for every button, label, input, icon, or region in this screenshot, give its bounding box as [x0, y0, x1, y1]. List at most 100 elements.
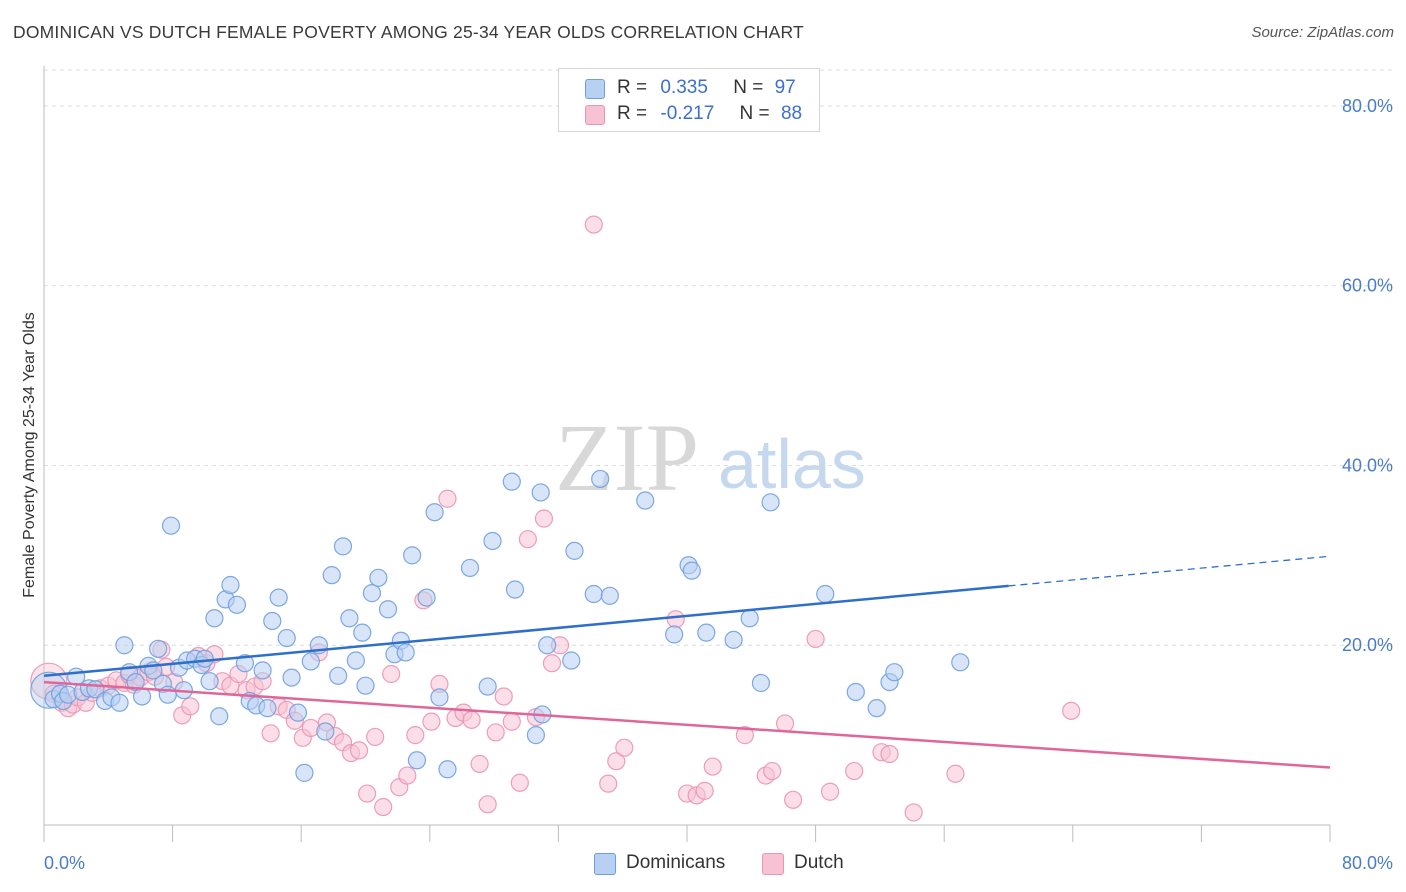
dutch-point	[510, 773, 529, 792]
n-value: 88	[780, 103, 803, 124]
dutch-point	[366, 727, 385, 747]
dutch-point	[358, 784, 377, 803]
dominicans-point	[369, 568, 388, 587]
dominicans-point	[353, 623, 372, 642]
dominicans-point	[333, 537, 353, 556]
dutch-point	[845, 761, 864, 781]
dutch-point	[486, 723, 505, 742]
dutch-point	[542, 654, 562, 673]
dominicans-point	[161, 516, 181, 535]
dominicans-point	[531, 483, 550, 502]
dominicans-point	[288, 703, 308, 722]
dominicans-point	[600, 586, 619, 605]
dutch-point	[820, 782, 840, 801]
dominicans-point	[329, 666, 348, 685]
dominicans-point	[697, 623, 716, 642]
dutch-point	[599, 774, 618, 793]
dutch-point	[502, 712, 521, 731]
dutch-point	[880, 744, 899, 764]
dutch-point	[181, 697, 200, 716]
dominicans-point	[407, 751, 427, 770]
legend-label-dominicans: Dominicans	[626, 852, 726, 873]
dominicans-point	[682, 561, 701, 580]
dominicans-point	[378, 600, 398, 619]
dominicans-point	[846, 682, 865, 702]
x-tick-label: 0.0%	[44, 853, 85, 873]
dutch-point	[494, 687, 513, 706]
dominicans-point	[526, 726, 545, 745]
dutch-point	[783, 790, 803, 809]
dominicans-point	[195, 649, 214, 668]
dutch-points	[30, 215, 1081, 822]
dominicans-point	[425, 503, 444, 522]
dominicans-point	[740, 609, 759, 628]
legend-label-dutch: Dutch	[794, 852, 844, 873]
dominicans-point	[295, 763, 314, 782]
dominicans-point	[761, 493, 780, 512]
dominicans-point	[210, 707, 229, 726]
dominicans-trend-extension	[1008, 555, 1331, 587]
dominicans-point	[460, 558, 480, 578]
blue-swatch	[585, 79, 605, 99]
blue-swatch	[594, 853, 616, 875]
r-label: R =	[617, 103, 648, 124]
n-label: N =	[733, 77, 764, 98]
dominicans-point	[724, 630, 743, 649]
dutch-point	[584, 215, 603, 234]
dominicans-point	[665, 625, 684, 644]
x-tick-label: 80.0%	[1342, 853, 1393, 873]
r-value: 0.335	[660, 77, 708, 98]
dominicans-point	[396, 643, 415, 662]
dominicans-point	[403, 546, 422, 565]
source-label: Source: ZipAtlas.com	[1251, 24, 1394, 41]
dutch-point	[904, 803, 923, 822]
dutch-point	[763, 761, 782, 781]
dominicans-point	[505, 580, 525, 599]
dominicans-point	[301, 652, 320, 671]
dominicans-point	[149, 639, 168, 658]
dominicans-point	[235, 654, 255, 673]
correlation-legend: R = 0.335 N = 97 R = -0.217 N = 88	[558, 68, 820, 132]
pink-swatch	[762, 853, 784, 875]
dominicans-point	[356, 676, 375, 695]
dutch-point	[735, 726, 754, 745]
dominicans-trend-line	[43, 584, 1009, 678]
dominicans-point	[253, 661, 272, 680]
dutch-point	[406, 726, 425, 745]
dominicans-point	[316, 722, 335, 741]
dominicans-point	[227, 595, 246, 614]
dominicans-point	[269, 588, 288, 607]
dutch-point	[666, 610, 685, 629]
dominicans-point	[565, 541, 584, 560]
dominicans-point	[258, 699, 277, 718]
watermark-atlas: atlas	[718, 425, 866, 503]
r-value: -0.217	[660, 103, 715, 124]
trend-lines	[43, 555, 1331, 769]
dutch-point	[695, 781, 714, 800]
pink-swatch	[585, 105, 605, 125]
dominicans-point	[282, 668, 301, 687]
dutch-point	[470, 754, 489, 773]
dominicans-point	[478, 677, 497, 696]
dutch-point	[422, 712, 441, 731]
dominicans-point	[438, 760, 457, 779]
dominicans-point	[132, 687, 152, 706]
dominicans-point	[562, 651, 581, 670]
dutch-point	[374, 797, 393, 817]
dominicans-point	[340, 609, 359, 628]
dominicans-point	[322, 566, 341, 585]
gridlines	[44, 69, 1392, 646]
dutch-point	[534, 509, 554, 528]
dominicans-point	[200, 672, 219, 691]
dominicans-point	[502, 472, 521, 491]
dominicans-point	[263, 611, 282, 631]
dominicans-point	[221, 575, 240, 595]
dominicans-point	[115, 636, 134, 655]
tick-labels: 20.0% 40.0% 60.0% 80.0% 0.0% 80.0%	[44, 96, 1393, 873]
dutch-point	[775, 714, 795, 733]
dutch-point	[607, 752, 626, 771]
dominicans-point	[885, 663, 904, 682]
dutch-trend-line	[43, 680, 1331, 769]
dutch-point	[806, 629, 825, 649]
